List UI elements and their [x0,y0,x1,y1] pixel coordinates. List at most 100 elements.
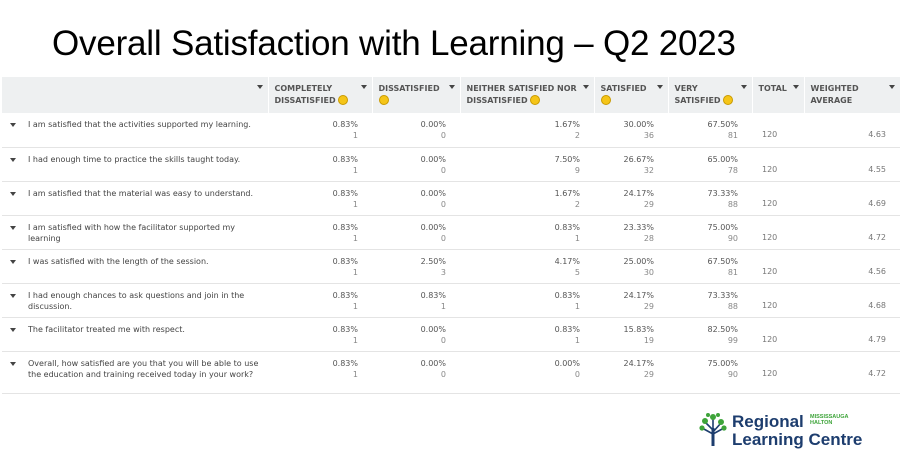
response-cell: 0.00% 0 [460,351,594,394]
weighted-average-cell: 4.63 [804,113,900,148]
response-cell: 67.50% 81 [668,249,752,284]
header-dissatisfied[interactable]: DISSATISFIED [372,77,461,113]
total-cell: 120 [752,351,804,394]
percent-value: 0.83% [332,120,358,129]
chevron-down-icon[interactable] [256,85,263,89]
response-cell: 1.67% 2 [460,181,594,216]
header-weighted-average[interactable]: WEIGHTED AVERAGE [804,77,901,113]
neutral-emoji-icon [529,95,540,105]
response-cell: 0.83% 1 [460,317,594,352]
expand-row-icon[interactable] [10,123,16,127]
logo-region-line1: MISSISSAUGA [810,414,849,420]
chevron-down-icon[interactable] [448,85,455,89]
weighted-average-cell: 4.72 [804,351,900,394]
response-cell: 4.17% 5 [460,249,594,284]
count-value: 81 [727,267,738,277]
chevron-down-icon[interactable] [792,85,799,89]
question-cell: I had enough chances to ask questions an… [2,283,268,318]
response-cell: 0.83% 1 [268,215,372,250]
expand-row-icon[interactable] [10,191,16,196]
chevron-down-icon[interactable] [582,85,589,89]
header-label: SATISFIED [600,84,647,93]
count-value: 29 [643,369,654,379]
expand-row-icon[interactable] [10,259,16,264]
total-cell: 120 [752,113,804,148]
table-row[interactable]: I was satisfied with the length of the s… [2,249,900,284]
expand-row-icon[interactable] [10,157,16,162]
weighted-average-cell: 4.55 [804,147,900,182]
percent-value: 0.83% [332,154,358,164]
percent-value: 0.00% [420,358,446,368]
percent-value: 1.67% [554,188,580,198]
count-value: 1 [352,233,358,243]
question-text: I had enough time to practice the skills… [28,154,241,164]
percent-value: 0.00% [420,154,446,164]
percent-value: 0.00% [420,222,446,232]
table-row[interactable]: The facilitator treated me with respect.… [2,317,900,352]
response-cell: 1.67% 2 [460,113,594,148]
header-total[interactable]: TOTAL [752,77,805,113]
weighted-average-cell: 4.69 [804,181,900,216]
response-cell: 24.17% 29 [594,283,668,318]
percent-value: 0.83% [554,290,580,300]
table-row[interactable]: I am satisfied that the activities suppo… [2,113,900,148]
satisfaction-table: COMPLETELY DISSATISFIED DISSATISFIED NEI… [2,77,901,394]
percent-value: 7.50% [554,154,580,164]
count-value: 1 [574,233,580,243]
count-value: 9 [574,165,580,175]
chevron-down-icon[interactable] [360,85,367,89]
percent-value: 67.50% [707,120,738,129]
chevron-down-icon[interactable] [656,85,663,89]
weighted-average-cell: 4.68 [804,283,900,318]
expand-row-icon[interactable] [10,327,16,332]
question-cell: I am satisfied that the material was eas… [2,181,268,216]
header-question[interactable] [2,77,269,113]
percent-value: 75.00% [707,222,738,232]
header-very-satisfied[interactable]: VERY SATISFIED [668,77,753,113]
response-cell: 0.00% 0 [372,181,460,216]
total-cell: 120 [752,215,804,250]
table-row[interactable]: I am satisfied that the material was eas… [2,181,900,216]
percent-value: 0.83% [554,222,580,232]
count-value: 1 [352,267,358,277]
question-text: I had enough chances to ask questions an… [28,290,245,311]
logo-region-line2: HALTON [810,420,833,426]
percent-value: 0.83% [420,290,446,300]
percent-value: 73.33% [707,290,738,300]
table-row[interactable]: Overall, how satisfied are you that you … [2,351,900,394]
table-header-row: COMPLETELY DISSATISFIED DISSATISFIED NEI… [2,77,901,113]
count-value: 1 [352,335,358,345]
chevron-down-icon[interactable] [888,85,895,89]
expand-row-icon[interactable] [10,361,16,366]
response-cell: 82.50% 99 [668,317,752,352]
response-cell: 0.00% 0 [372,351,460,394]
header-neither[interactable]: NEITHER SATISFIED NOR DISSATISFIED [460,77,595,113]
question-text: I am satisfied that the activities suppo… [28,120,251,129]
percent-value: 2.50% [420,256,446,266]
table-row[interactable]: I had enough chances to ask questions an… [2,283,900,318]
very-unhappy-emoji-icon [337,95,348,105]
header-satisfied[interactable]: SATISFIED [594,77,669,113]
count-value: 1 [352,199,358,209]
question-cell: Overall, how satisfied are you that you … [2,351,268,394]
percent-value: 0.00% [554,358,580,368]
header-completely-dissatisfied[interactable]: COMPLETELY DISSATISFIED [268,77,373,113]
expand-row-icon[interactable] [10,225,16,230]
percent-value: 1.67% [554,120,580,129]
percent-value: 0.83% [332,324,358,334]
table-row[interactable]: I am satisfied with how the facilitator … [2,215,900,250]
percent-value: 23.33% [623,222,654,232]
unhappy-emoji-icon [378,95,389,105]
question-text: The facilitator treated me with respect. [28,324,185,334]
logo-text-line2: Learning Centre [732,430,863,449]
count-value: 5 [574,267,580,277]
percent-value: 0.00% [420,188,446,198]
header-label: DISSATISFIED [378,84,440,93]
expand-row-icon[interactable] [10,293,16,298]
table-row[interactable]: I had enough time to practice the skills… [2,147,900,182]
response-cell: 0.83% 1 [268,283,372,318]
weighted-average-cell: 4.56 [804,249,900,284]
header-label: WEIGHTED AVERAGE [810,84,859,105]
chevron-down-icon[interactable] [740,85,747,89]
response-cell: 0.83% 1 [460,215,594,250]
